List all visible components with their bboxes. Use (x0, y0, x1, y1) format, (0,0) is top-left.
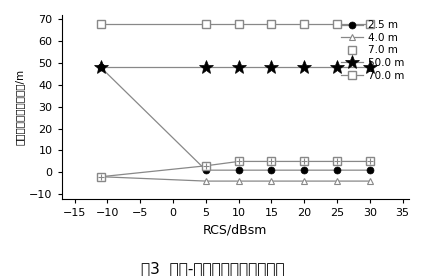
50.0 m (367, 66, 372, 69)
7.0 m (203, 164, 208, 168)
4.0 m (98, 175, 103, 178)
4.0 m (302, 179, 307, 183)
50.0 m (334, 66, 340, 69)
Line: 2.5 m: 2.5 m (97, 64, 373, 174)
4.0 m (334, 179, 340, 183)
7.0 m (367, 160, 372, 163)
Legend: 2.5 m, 4.0 m, 7.0 m, 50.0 m, 70.0 m: 2.5 m, 4.0 m, 7.0 m, 50.0 m, 70.0 m (338, 18, 406, 83)
2.5 m (236, 169, 241, 172)
Line: 4.0 m: 4.0 m (97, 173, 373, 185)
7.0 m (334, 160, 340, 163)
50.0 m (203, 66, 208, 69)
50.0 m (302, 66, 307, 69)
2.5 m (334, 169, 340, 172)
7.0 m (236, 160, 241, 163)
4.0 m (367, 179, 372, 183)
70.0 m (236, 22, 241, 25)
2.5 m (98, 66, 103, 69)
4.0 m (203, 179, 208, 183)
X-axis label: RCS/dBsm: RCS/dBsm (203, 223, 268, 236)
4.0 m (269, 179, 274, 183)
Line: 7.0 m: 7.0 m (97, 157, 374, 181)
4.0 m (236, 179, 241, 183)
2.5 m (367, 169, 372, 172)
Line: 50.0 m: 50.0 m (94, 60, 377, 75)
70.0 m (367, 22, 372, 25)
Y-axis label: 雷达接收到的目标距离/m: 雷达接收到的目标距离/m (15, 69, 25, 145)
70.0 m (334, 22, 340, 25)
50.0 m (269, 66, 274, 69)
7.0 m (98, 175, 103, 178)
2.5 m (203, 169, 208, 172)
50.0 m (236, 66, 241, 69)
2.5 m (302, 169, 307, 172)
70.0 m (98, 22, 103, 25)
70.0 m (269, 22, 274, 25)
7.0 m (269, 160, 274, 163)
Line: 70.0 m: 70.0 m (97, 20, 374, 28)
2.5 m (269, 169, 274, 172)
Text: 图3  静态-近距目标识别测试结果: 图3 静态-近距目标识别测试结果 (141, 261, 284, 276)
7.0 m (302, 160, 307, 163)
70.0 m (203, 22, 208, 25)
70.0 m (302, 22, 307, 25)
50.0 m (98, 66, 103, 69)
